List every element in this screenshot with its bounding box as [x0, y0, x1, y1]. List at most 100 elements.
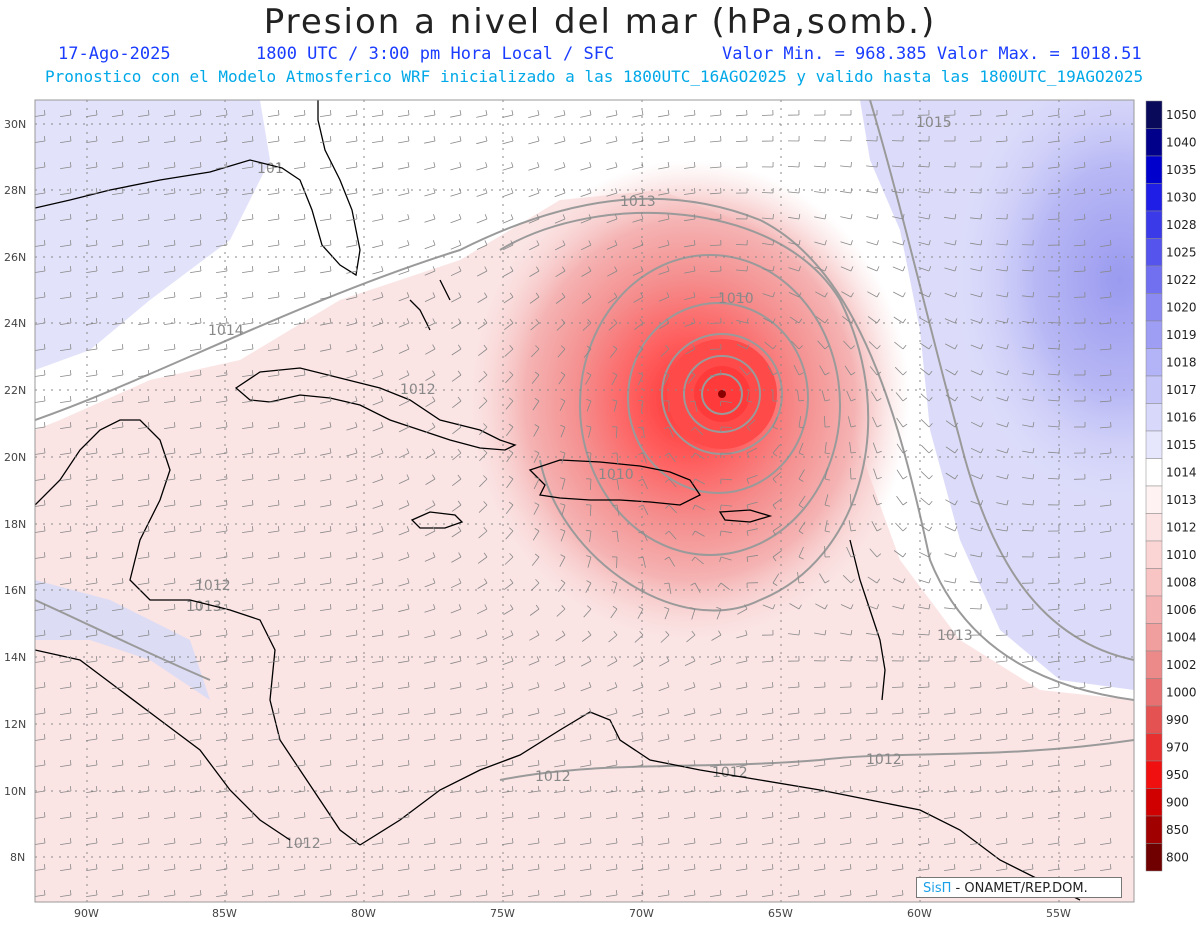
wind-barb	[164, 296, 176, 299]
wind-barb-flag	[69, 240, 72, 246]
wind-barb	[684, 842, 696, 845]
wind-barb	[268, 504, 280, 507]
wind-barb-flag	[173, 448, 176, 454]
wind-barb	[969, 660, 982, 663]
wind-barb-flag	[147, 188, 150, 194]
wind-barb	[138, 478, 150, 481]
wind-barb	[892, 842, 904, 845]
wind-barb-flag	[615, 110, 618, 116]
wind-barb	[346, 660, 358, 663]
wind-barb-flag	[589, 812, 592, 818]
wind-barb-flag	[850, 604, 854, 610]
wind-barb	[35, 400, 46, 403]
wind-barb	[164, 452, 176, 455]
wind-barb-flag	[534, 424, 540, 428]
wind-barb	[112, 478, 124, 481]
wind-barb	[242, 530, 254, 533]
wind-barb-flag	[329, 344, 332, 350]
colorbar-swatch	[1145, 650, 1163, 679]
wind-barb-flag	[954, 370, 958, 376]
wind-barb-flag	[277, 656, 280, 662]
wind-barb-flag	[173, 812, 176, 818]
wind-barb	[559, 400, 566, 411]
wind-barb	[561, 504, 566, 516]
wind-barb-flag	[147, 812, 150, 818]
wind-barb-flag	[173, 474, 176, 480]
wind-barb	[190, 270, 202, 273]
wind-barb	[917, 165, 930, 168]
wind-barb	[944, 816, 956, 819]
wind-barb	[268, 842, 280, 845]
wind-barb-flag	[511, 760, 514, 766]
wind-barb	[502, 686, 514, 691]
wind-barb-flag	[614, 214, 618, 220]
wind-barb	[164, 400, 176, 403]
wind-barb	[892, 578, 904, 584]
wind-barb-flag	[43, 396, 46, 402]
wind-barb	[164, 270, 176, 273]
wind-barb	[242, 504, 254, 507]
wind-barb	[761, 192, 774, 194]
wind-barb-flag	[875, 890, 878, 896]
colorbar-label: 900	[1166, 795, 1189, 809]
wind-barb	[558, 374, 566, 385]
wind-barb	[814, 632, 826, 636]
wind-barb-flag	[225, 708, 228, 714]
wind-barb	[970, 447, 982, 454]
wind-barb	[746, 554, 758, 558]
wind-barb-flag	[95, 656, 98, 662]
colorbar-label: 1019	[1166, 328, 1197, 342]
wind-barb-flag	[589, 162, 592, 168]
wind-barb	[372, 634, 384, 638]
wind-barb	[606, 842, 618, 845]
wind-barb	[35, 296, 46, 299]
wind-barb-flag	[534, 450, 540, 454]
wind-barb	[839, 712, 852, 715]
wind-barb-flag	[798, 266, 801, 272]
wind-barb	[892, 894, 904, 897]
wind-barb-flag	[277, 188, 280, 194]
wind-barb-flag	[121, 552, 124, 558]
wind-barb	[632, 218, 644, 223]
wind-barb	[112, 244, 124, 247]
wind-barb	[450, 608, 462, 614]
wind-barb-flag	[457, 422, 462, 428]
wind-barb	[1047, 218, 1060, 220]
wind-barb	[684, 790, 696, 794]
wind-barb-flag	[1006, 239, 1008, 246]
wind-barb-flag	[251, 292, 254, 298]
wind-barb	[190, 504, 202, 507]
colorbar-swatch	[1145, 348, 1163, 377]
wind-barb	[606, 738, 618, 742]
wind-barb-flag	[147, 110, 150, 116]
wind-barb	[691, 608, 696, 620]
wind-barb	[502, 244, 514, 251]
wind-barb-flag	[433, 188, 436, 194]
wind-barb-flag	[43, 110, 46, 116]
colorbar-label: 1010	[1166, 548, 1197, 562]
wind-barb-flag	[640, 292, 644, 298]
wind-barb	[216, 686, 228, 689]
wind-barb-flag	[664, 556, 670, 560]
wind-barb-flag	[251, 162, 254, 168]
wind-barb	[528, 790, 540, 793]
wind-barb-flag	[1109, 786, 1112, 792]
wind-barb-flag	[954, 707, 956, 714]
wind-barb	[242, 374, 254, 377]
wind-barb	[424, 816, 436, 819]
wind-barb	[35, 894, 46, 897]
wind-barb	[398, 582, 410, 587]
wind-barb-flag	[563, 864, 566, 870]
wind-barb-flag	[381, 656, 384, 662]
lon-label: 90W	[74, 907, 99, 920]
wind-barb	[452, 452, 462, 461]
wind-barb	[529, 270, 540, 277]
wind-barb	[709, 166, 722, 169]
wind-barb-flag	[199, 682, 202, 688]
wind-barb-flag	[407, 578, 410, 584]
wind-barb	[35, 192, 46, 195]
wind-barb	[450, 712, 462, 716]
wind-barb	[684, 686, 696, 691]
wind-barb	[1074, 686, 1086, 689]
wind-barb-flag	[303, 162, 306, 168]
